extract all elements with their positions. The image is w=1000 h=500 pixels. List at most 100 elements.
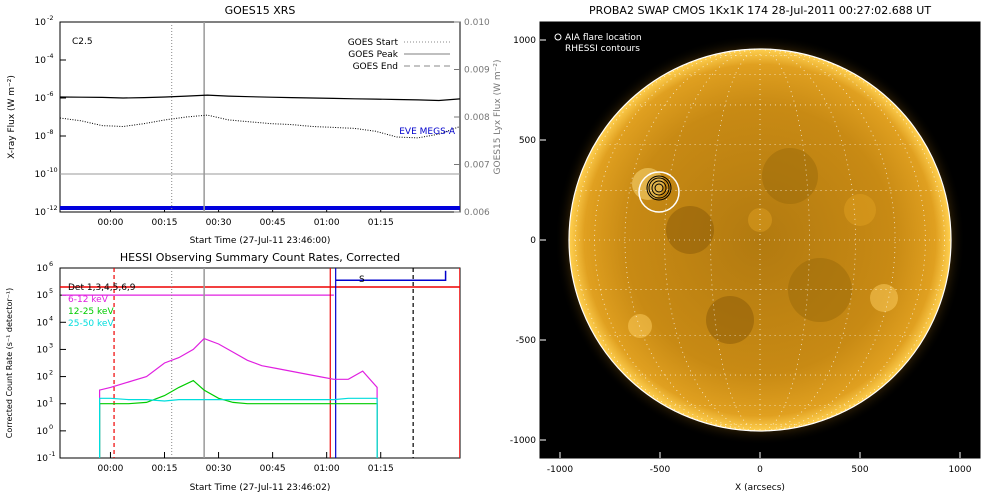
hessi-x-ticks: 00:00 00:15 00:30 00:45 01:00 01:15 (97, 452, 394, 474)
swap-image-panel: PROBA2 SWAP CMOS 1Kx1K 174 28-Jul-2011 0… (510, 4, 981, 493)
hessi-series-3 (99, 397, 378, 458)
hessi-ytick-exp-2: 4 (49, 314, 53, 322)
swap-xtick-label-0: -1000 (547, 465, 573, 475)
goes-xtick-label-3: 00:45 (260, 218, 286, 228)
hessi-ytick-label-2: 10 4 (37, 314, 54, 328)
goes-ytick-label-5: 10 -12 (35, 204, 58, 218)
goes-rtick-label-1: 0.009 (464, 66, 490, 76)
hessi-series (60, 268, 460, 458)
goes-ytick-exp-5: -12 (47, 204, 58, 212)
goes-ytick-label-0: 10 -2 (35, 14, 54, 28)
goes-xtick-label-1: 00:15 (152, 218, 178, 228)
hessi-ytick-base-0: 10 (37, 264, 49, 274)
flare-marks (638, 171, 680, 213)
solar-texture (628, 148, 898, 344)
hessi-xtick-label-1: 00:15 (152, 464, 178, 474)
rhessi-contour-1 (651, 180, 667, 196)
goes-ytick-base-0: 10 (35, 18, 47, 28)
swap-xtick-label-3: 500 (851, 465, 868, 475)
swap-ytick-label-0: 1000 (513, 36, 536, 46)
goes-xtick-label-2: 00:30 (206, 218, 232, 228)
swap-legend-symbol-1 (554, 44, 562, 52)
hessi-ytick-base-3: 10 (37, 345, 49, 355)
goes-xlabel: Start Time (27-Jul-11 23:46:00) (190, 236, 331, 246)
goes-ytick-exp-1: -4 (47, 52, 53, 60)
solar-feature-7 (844, 194, 876, 226)
goes-legend-label-1: GOES Peak (348, 50, 398, 60)
goes-ytick-exp-0: -2 (47, 14, 53, 22)
solar-feature-2 (870, 284, 898, 312)
goes-long-channel (60, 94, 460, 102)
hessi-ytick-base-1: 10 (37, 291, 49, 301)
swap-xtick-label-4: 1000 (949, 465, 972, 475)
swap-x-ticks: -1000 -500 0 500 1000 (547, 452, 972, 475)
goes-xtick-label-0: 00:00 (97, 218, 123, 228)
hessi-ytick-label-4: 10 2 (37, 369, 54, 383)
rhessi-contour-0 (654, 183, 664, 193)
goes-xtick-label-4: 01:00 (314, 218, 340, 228)
goes-rtick-label-4: 0.006 (464, 208, 490, 218)
goes-ylabel-right: GOES15 Lyx Flux (W m⁻²) (493, 60, 503, 175)
solar-feature-1 (628, 314, 652, 338)
hessi-ytick-label-5: 10 1 (37, 396, 54, 410)
lon-line (594, 48, 761, 432)
goes-legend: GOES Start GOES Peak GOES End (348, 38, 450, 72)
goes-ytick-label-3: 10 -8 (35, 128, 54, 142)
hessi-legend-1: 6-12 keV (68, 295, 109, 305)
swap-legend-symbol-0 (554, 33, 562, 41)
swap-xlabel: X (arcsecs) (735, 483, 785, 493)
hessi-title: HESSI Observing Summary Count Rates, Cor… (120, 251, 400, 264)
hessi-ytick-base-7: 10 (37, 454, 49, 464)
swap-xtick-label-1: -500 (650, 465, 671, 475)
hessi-ytick-base-4: 10 (37, 373, 49, 383)
goes-rtick-label-3: 0.007 (464, 161, 490, 171)
solar-feature-6 (706, 296, 754, 344)
solar-feature-4 (762, 148, 818, 204)
goes-ytick-base-1: 10 (35, 56, 47, 66)
hessi-ytick-exp-6: 0 (49, 423, 53, 431)
swap-legend-label-1: RHESSI contours (565, 44, 640, 54)
goes-ytick-base-3: 10 (35, 132, 47, 142)
goes-plot-area (59, 21, 461, 213)
hessi-ytick-label-7: 10 -1 (37, 450, 56, 464)
lon-line (759, 48, 856, 432)
hessi-panel: HESSI Observing Summary Count Rates, Cor… (5, 251, 461, 493)
hessi-ytick-exp-0: 6 (49, 260, 53, 268)
aia-flare-circle (638, 171, 680, 213)
hessi-ytick-exp-1: 5 (49, 287, 53, 295)
lon-line (759, 48, 926, 432)
hessi-xtick-label-0: 00:00 (97, 464, 123, 474)
hessi-ytick-label-0: 10 6 (37, 260, 54, 274)
heliographic-grid (569, 48, 951, 432)
goes-xtick-label-5: 01:15 (368, 218, 394, 228)
hessi-plot-area (59, 267, 461, 459)
rhessi-contour-3 (646, 175, 672, 201)
goes-ytick-base-4: 10 (35, 170, 47, 180)
hessi-ytick-label-3: 10 3 (37, 341, 54, 355)
flare-class-label: C2.5 (72, 37, 93, 47)
lon-line (759, 48, 810, 432)
goes-ytick-label-1: 10 -4 (35, 52, 54, 66)
swap-xtick-label-2: 0 (757, 465, 763, 475)
saa-line (335, 270, 447, 281)
swap-ytick-label-2: 0 (530, 236, 536, 246)
hessi-xlabel: Start Time (27-Jul-11 23:46:02) (190, 483, 331, 493)
solar-feature-5 (788, 258, 852, 322)
hessi-ylabel: Corrected Count Rate (s⁻¹ detector⁻¹) (5, 288, 14, 439)
hessi-xtick-label-2: 00:30 (206, 464, 232, 474)
goes-ytick-exp-4: -10 (47, 166, 58, 174)
goes-ytick-label-2: 10 -6 (35, 90, 54, 104)
swap-title: PROBA2 SWAP CMOS 1Kx1K 174 28-Jul-2011 0… (589, 4, 931, 17)
goes-title: GOES15 XRS (225, 4, 296, 17)
hessi-legend: Det 1,3,4,5,6,9 6-12 keV 12-25 keV 25-50 ke… (68, 283, 136, 329)
swap-legend-label-0: AIA flare location (565, 33, 642, 43)
goes-ytick-base-5: 10 (35, 208, 47, 218)
goes-rtick-label-2: 0.008 (464, 113, 490, 123)
hessi-ytick-exp-4: 2 (49, 369, 53, 377)
hessi-xtick-label-5: 01:15 (368, 464, 394, 474)
swap-ytick-label-3: -500 (516, 336, 537, 346)
lon-line (759, 48, 945, 432)
